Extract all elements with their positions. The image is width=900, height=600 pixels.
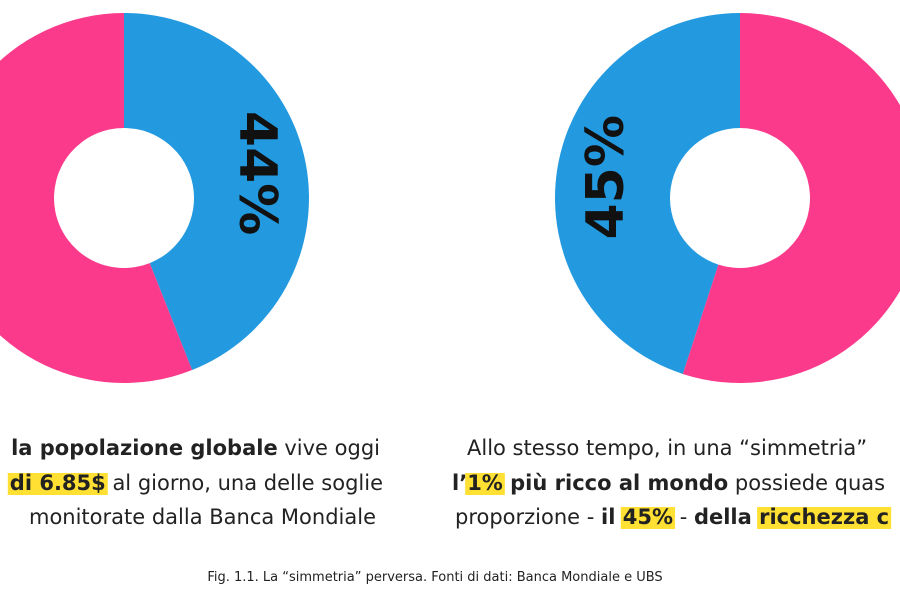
text: monitorate dalla Banca Mondiale (29, 505, 376, 529)
highlight (465, 473, 505, 495)
text: più ricco al mondo (503, 471, 728, 495)
text: l’ (452, 471, 467, 495)
text: - (673, 505, 694, 529)
text: ricchezza c (759, 505, 889, 529)
highlight (757, 507, 892, 529)
text: della (694, 505, 759, 529)
text-line: la popolazione globale vive oggi (11, 436, 380, 460)
text: Allo stesso tempo, in una “simmetria” (467, 436, 867, 460)
text: 45% (623, 505, 673, 529)
text: il (601, 505, 623, 529)
text-line: proporzione - il 45% - della ricchezza c (455, 505, 889, 529)
donut: 45% (555, 13, 900, 383)
donut: 44% (0, 13, 309, 383)
text: possiede quas (728, 471, 885, 495)
donut-segment (124, 13, 309, 371)
text: di 6.85$ (10, 471, 106, 495)
text: al giorno, una delle soglie (106, 471, 383, 495)
text-line: l’1% più ricco al mondo possiede quas (452, 471, 885, 495)
text: 1% (467, 471, 503, 495)
caption: Fig. 1.1. La “simmetria” perversa. Fonti… (207, 570, 662, 585)
text: proporzione - (455, 505, 601, 529)
highlight (620, 507, 676, 529)
text-line: Allo stesso tempo, in una “simmetria” (467, 436, 867, 460)
donut-segment (682, 13, 900, 383)
data-label: 44% (227, 111, 287, 235)
text-line: monitorate dalla Banca Mondiale (29, 505, 376, 529)
donut-segment (0, 13, 193, 383)
text: la popolazione globale (11, 436, 278, 460)
data-label: 45% (576, 115, 636, 239)
donut-segment (555, 13, 740, 374)
text-line: di 6.85$ al giorno, una delle soglie (10, 471, 383, 495)
text: vive oggi (278, 436, 380, 460)
highlight (7, 473, 108, 495)
